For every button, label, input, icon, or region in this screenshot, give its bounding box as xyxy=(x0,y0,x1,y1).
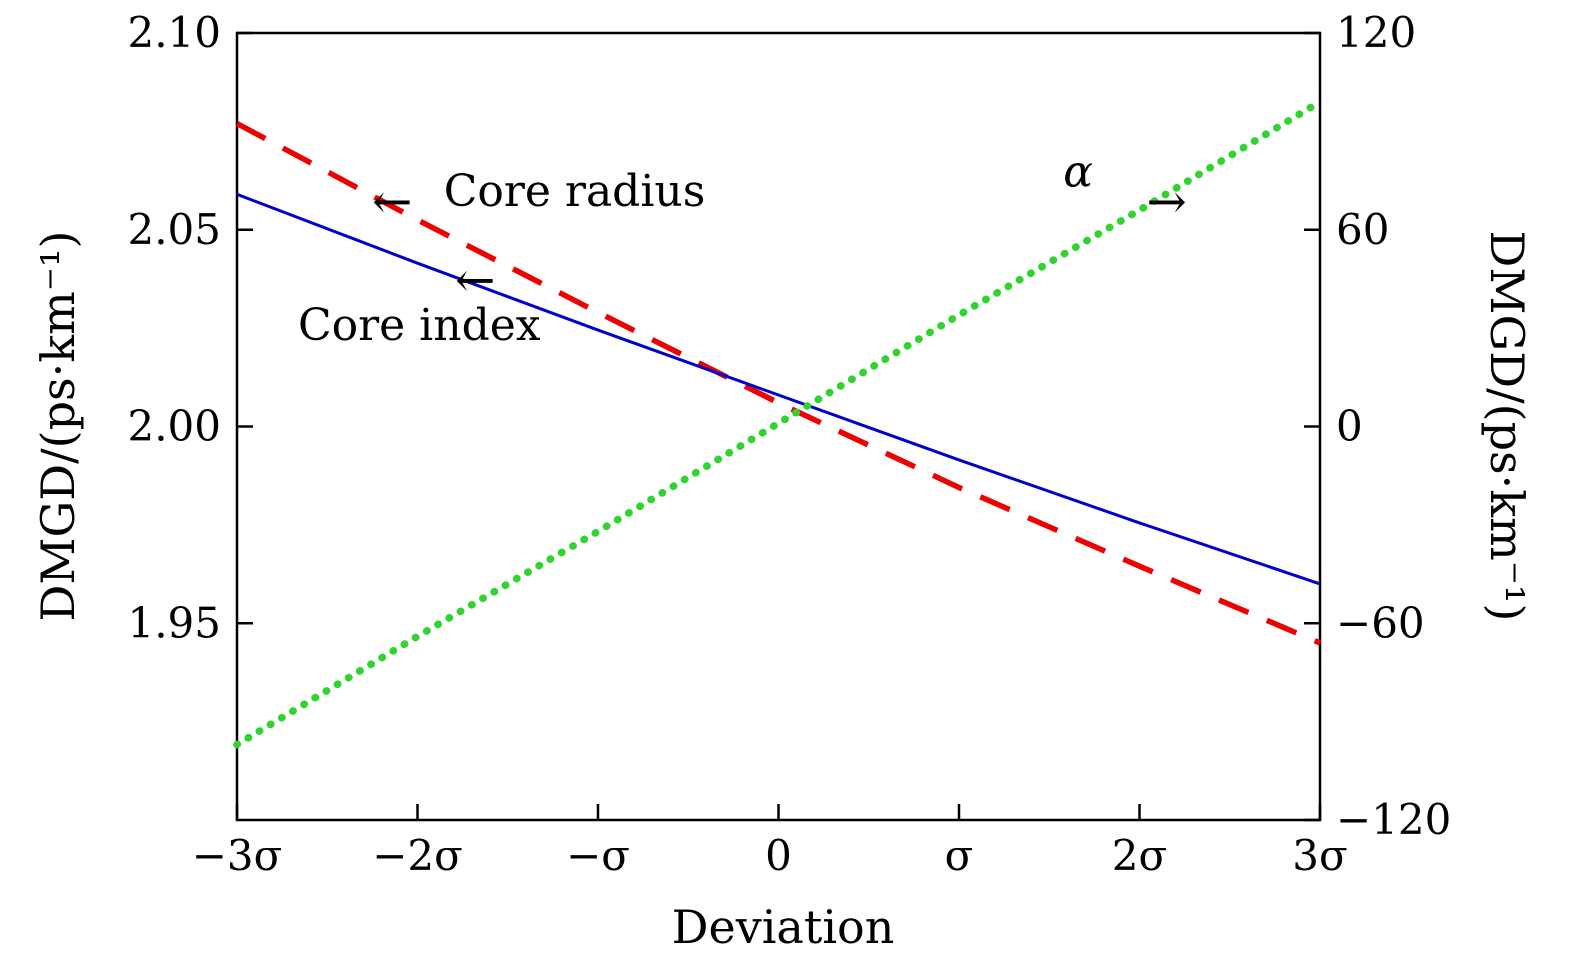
core-radius-arrow: ← xyxy=(372,174,412,230)
x-tick-label: −2σ xyxy=(372,831,463,880)
y-tick-right-label: 120 xyxy=(1336,8,1416,57)
y-tick-left-label: 2.00 xyxy=(127,402,221,451)
y-tick-left-label: 2.05 xyxy=(127,205,221,254)
series-core-index-line xyxy=(236,192,1321,586)
y-tick-left-label: 1.95 xyxy=(127,598,221,647)
core-radius-label: Core radius xyxy=(444,166,706,217)
plot-border xyxy=(235,31,1322,822)
x-axis-label: Deviation xyxy=(671,900,895,954)
series-core-radius-line xyxy=(235,121,1322,646)
alpha-label: α xyxy=(1063,146,1093,197)
x-tick-label: −3σ xyxy=(192,831,283,880)
y-tick-right-label: 0 xyxy=(1336,402,1363,451)
core-index-arrow: ← xyxy=(455,253,495,309)
alpha-arrow: → xyxy=(1146,174,1186,230)
y-tick-right-label: −120 xyxy=(1336,795,1451,844)
y-tick-right-label: −60 xyxy=(1336,598,1425,647)
y-axis-label-right: DMGD/(ps·km⁻¹) xyxy=(1480,230,1534,622)
y-axis-label-left: DMGD/(ps·km⁻¹) xyxy=(31,230,85,622)
x-tick-label: σ xyxy=(945,831,974,880)
x-tick-label: 0 xyxy=(765,831,792,880)
core-index-label: Core index xyxy=(298,300,541,351)
x-tick-label: 3σ xyxy=(1292,831,1347,880)
y-tick-right-label: 60 xyxy=(1336,205,1389,254)
y-tick-left-label: 2.10 xyxy=(127,8,221,57)
x-tick-label: −σ xyxy=(566,831,630,880)
series-alpha-line xyxy=(233,98,1324,749)
x-tick-label: 2σ xyxy=(1112,831,1167,880)
